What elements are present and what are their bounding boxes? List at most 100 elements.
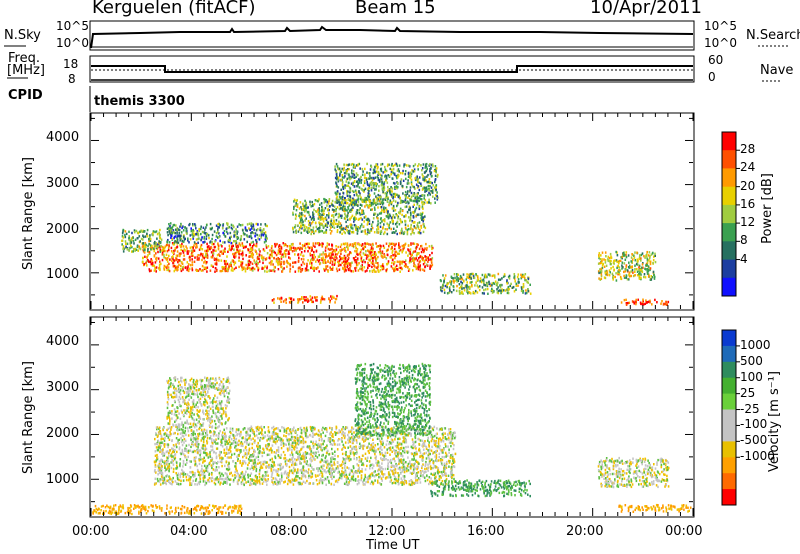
data-cell xyxy=(377,193,379,197)
data-cell xyxy=(398,249,401,253)
data-cell xyxy=(307,226,309,230)
data-cell xyxy=(177,235,179,238)
data-cell xyxy=(403,245,406,248)
data-cell xyxy=(413,199,416,203)
data-cell xyxy=(372,259,374,263)
data-cell xyxy=(467,292,469,295)
data-cell xyxy=(206,242,208,246)
data-cell xyxy=(409,208,411,212)
data-cell xyxy=(645,301,648,304)
data-cell xyxy=(301,211,303,215)
data-cell xyxy=(235,235,238,239)
data-cell xyxy=(666,303,668,306)
data-cell xyxy=(357,269,360,272)
data-cell xyxy=(268,254,271,258)
data-cell xyxy=(311,230,313,233)
data-cell xyxy=(236,237,239,240)
data-cell xyxy=(483,288,485,292)
data-cell xyxy=(412,170,414,173)
data-cell xyxy=(289,245,292,248)
data-cell xyxy=(386,222,388,225)
data-cell xyxy=(202,438,205,441)
data-cell xyxy=(330,202,333,205)
data-cell xyxy=(150,269,152,272)
data-cell xyxy=(439,279,442,282)
data-cell xyxy=(314,443,316,446)
data-cell xyxy=(338,167,341,170)
data-cell xyxy=(342,205,345,208)
data-cell xyxy=(661,300,663,303)
data-cell xyxy=(182,425,184,429)
data-cell xyxy=(355,175,357,178)
data-cell xyxy=(345,478,348,482)
data-cell xyxy=(218,253,220,256)
data-cell xyxy=(351,227,354,230)
data-cell xyxy=(403,232,405,235)
data-cell xyxy=(309,215,312,219)
data-cell xyxy=(394,244,396,247)
data-cell xyxy=(406,210,409,214)
data-cell xyxy=(324,252,327,256)
data-cell xyxy=(210,227,213,231)
data-cell xyxy=(609,271,611,274)
data-cell xyxy=(386,263,388,266)
data-cell xyxy=(333,257,335,260)
data-cell xyxy=(423,171,426,174)
data-cell xyxy=(417,164,419,168)
data-cell xyxy=(323,427,326,431)
data-cell xyxy=(647,269,650,273)
data-cell xyxy=(325,459,327,463)
vel-ytick-4000: 4000 xyxy=(46,334,80,349)
data-cell xyxy=(439,437,441,440)
data-cell xyxy=(241,223,244,227)
data-cell xyxy=(351,244,354,247)
data-cell xyxy=(258,238,261,241)
data-cell xyxy=(399,212,401,215)
data-cell xyxy=(259,439,261,442)
data-cell xyxy=(420,250,423,254)
data-cell xyxy=(165,253,168,256)
data-cell xyxy=(380,229,383,233)
data-cell xyxy=(486,287,489,291)
data-cell xyxy=(186,261,189,264)
data-cell xyxy=(248,263,251,266)
data-cell xyxy=(370,228,372,231)
data-cell xyxy=(324,231,326,234)
data-cell xyxy=(365,200,368,203)
data-cell xyxy=(321,224,324,227)
data-cell xyxy=(471,280,473,284)
data-cell xyxy=(253,243,255,246)
data-cell xyxy=(640,276,642,279)
data-cell xyxy=(399,207,402,210)
data-cell xyxy=(166,268,168,272)
data-cell xyxy=(217,223,219,226)
data-cell xyxy=(421,218,424,221)
data-cell xyxy=(521,275,523,279)
data-cell xyxy=(159,448,161,451)
data-cell xyxy=(404,198,407,202)
data-cell xyxy=(362,247,364,250)
data-cell xyxy=(180,245,182,248)
data-cell xyxy=(272,440,275,443)
data-cell xyxy=(461,287,463,290)
data-cell xyxy=(305,217,307,220)
data-cell xyxy=(158,231,160,234)
data-cell xyxy=(335,201,338,204)
data-cell xyxy=(336,294,338,298)
data-cell xyxy=(226,255,228,258)
data-cell xyxy=(163,264,166,268)
data-cell xyxy=(156,458,159,461)
data-cell xyxy=(343,243,346,246)
data-cell xyxy=(410,463,412,466)
data-cell xyxy=(315,250,318,253)
data-cell xyxy=(363,190,365,193)
data-cell xyxy=(367,183,369,187)
data-cell xyxy=(434,451,436,454)
data-cell xyxy=(443,279,445,282)
data-cell xyxy=(370,245,373,249)
data-cell xyxy=(335,209,337,213)
data-cell xyxy=(520,273,522,276)
data-cell xyxy=(330,230,333,233)
data-cell xyxy=(203,460,205,463)
data-cell xyxy=(508,277,511,280)
